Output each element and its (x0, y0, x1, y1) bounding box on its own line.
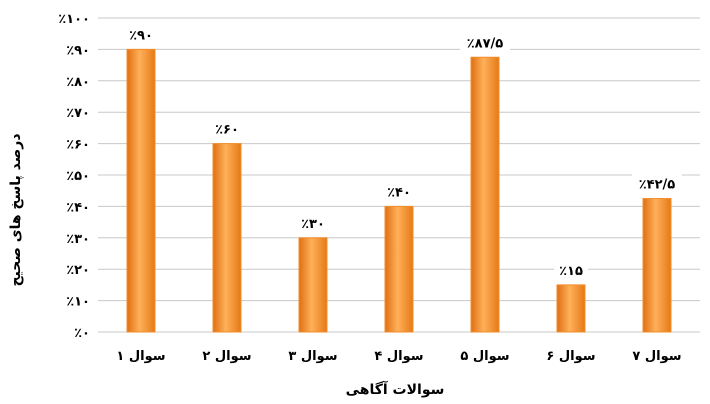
data-label-bg (210, 118, 244, 138)
bar (470, 56, 500, 333)
x-tick-label: سوال ۷ (632, 349, 681, 364)
y-axis-title: درصد پاسخ های صحیح (8, 133, 24, 286)
bar (384, 205, 414, 333)
y-tick-label: ٪۱۰ (66, 295, 90, 310)
y-tick-label: ٪۰ (74, 326, 90, 341)
x-tick-label: سوال ۴ (374, 349, 423, 364)
x-axis-title: سوالات آگاهی (346, 380, 445, 398)
data-label: ٪۸۷/۵ (467, 36, 504, 51)
data-label-bg (296, 212, 330, 232)
data-label: ٪۹۰ (129, 28, 153, 43)
bar (126, 48, 156, 333)
y-tick-label: ٪۸۰ (66, 75, 90, 90)
bar (642, 198, 672, 333)
y-tick-label: ٪۱۰۰ (58, 12, 90, 27)
x-tick-label: سوال ۱ (116, 349, 165, 364)
data-label-bg (382, 181, 416, 201)
y-tick-label: ٪۹۰ (66, 43, 90, 58)
bar (556, 284, 586, 333)
y-tick-label: ٪۶۰ (66, 138, 90, 153)
bar (298, 237, 328, 333)
y-tick-label: ٪۳۰ (66, 232, 90, 247)
bar (212, 143, 242, 333)
data-label-bg (460, 32, 510, 52)
data-label: ٪۴۰ (387, 185, 411, 200)
data-label: ٪۶۰ (215, 123, 239, 138)
data-label-bg (554, 259, 588, 279)
data-label: ٪۱۵ (559, 264, 583, 279)
y-tick-label: ٪۷۰ (66, 106, 90, 121)
data-label-bg (632, 173, 682, 193)
y-tick-label: ٪۴۰ (66, 200, 90, 215)
y-tick-label: ٪۵۰ (66, 169, 90, 184)
x-tick-label: سوال ۲ (202, 349, 251, 364)
x-tick-label: سوال ۳ (288, 349, 337, 364)
data-label-bg (124, 24, 158, 44)
y-tick-label: ٪۲۰ (66, 263, 90, 278)
x-tick-label: سوال ۵ (460, 349, 509, 364)
x-tick-label: سوال ۶ (546, 349, 595, 364)
data-label: ٪۳۰ (301, 217, 325, 232)
data-label: ٪۴۲/۵ (639, 178, 676, 193)
